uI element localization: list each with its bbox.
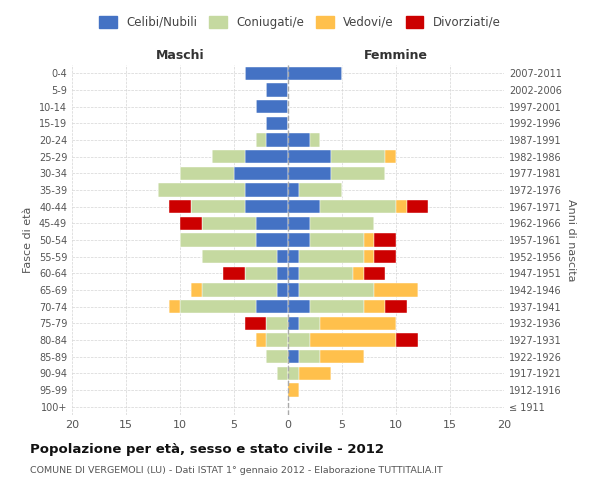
Bar — [299, 250, 364, 264]
Bar — [202, 216, 256, 230]
Bar — [288, 334, 310, 346]
Bar — [180, 166, 234, 180]
Bar — [364, 300, 385, 314]
Bar — [180, 234, 256, 246]
Bar — [277, 250, 288, 264]
Bar — [288, 300, 310, 314]
Bar — [299, 316, 320, 330]
Bar — [266, 134, 288, 146]
Bar — [202, 250, 277, 264]
Bar — [288, 216, 310, 230]
Bar — [169, 300, 180, 314]
Bar — [374, 250, 396, 264]
Bar — [288, 250, 299, 264]
Bar — [266, 334, 288, 346]
Bar — [169, 200, 191, 213]
Bar — [288, 350, 299, 364]
Bar — [320, 316, 396, 330]
Bar — [256, 234, 288, 246]
Bar — [191, 200, 245, 213]
Y-axis label: Anni di nascita: Anni di nascita — [566, 198, 575, 281]
Bar — [364, 266, 385, 280]
Bar — [234, 166, 288, 180]
Bar — [299, 350, 320, 364]
Bar — [245, 150, 288, 164]
Bar — [277, 284, 288, 296]
Bar — [288, 184, 299, 196]
Bar — [245, 200, 288, 213]
Bar — [374, 284, 418, 296]
Bar — [396, 200, 407, 213]
Y-axis label: Fasce di età: Fasce di età — [23, 207, 33, 273]
Bar — [288, 316, 299, 330]
Bar — [288, 384, 299, 396]
Legend: Celibi/Nubili, Coniugati/e, Vedovi/e, Divorziati/e: Celibi/Nubili, Coniugati/e, Vedovi/e, Di… — [95, 11, 505, 34]
Bar — [364, 250, 374, 264]
Bar — [331, 150, 385, 164]
Bar — [288, 284, 299, 296]
Bar — [288, 266, 299, 280]
Text: Maschi: Maschi — [155, 48, 205, 62]
Text: Femmine: Femmine — [364, 48, 428, 62]
Bar — [202, 284, 277, 296]
Text: COMUNE DI VERGEMOLI (LU) - Dati ISTAT 1° gennaio 2012 - Elaborazione TUTTITALIA.: COMUNE DI VERGEMOLI (LU) - Dati ISTAT 1°… — [30, 466, 443, 475]
Bar — [310, 134, 320, 146]
Bar — [288, 150, 331, 164]
Text: Popolazione per età, sesso e stato civile - 2012: Popolazione per età, sesso e stato civil… — [30, 442, 384, 456]
Bar — [266, 84, 288, 96]
Bar — [288, 166, 331, 180]
Bar — [245, 266, 277, 280]
Bar — [256, 100, 288, 114]
Bar — [364, 234, 374, 246]
Bar — [407, 200, 428, 213]
Bar — [277, 266, 288, 280]
Bar — [256, 134, 266, 146]
Bar — [288, 200, 320, 213]
Bar — [299, 366, 331, 380]
Bar — [288, 234, 310, 246]
Bar — [256, 216, 288, 230]
Bar — [288, 366, 299, 380]
Bar — [266, 116, 288, 130]
Bar — [180, 216, 202, 230]
Bar — [180, 300, 256, 314]
Bar — [212, 150, 245, 164]
Bar — [256, 300, 288, 314]
Bar — [385, 150, 396, 164]
Bar — [331, 166, 385, 180]
Bar — [299, 184, 342, 196]
Bar — [158, 184, 245, 196]
Bar — [299, 266, 353, 280]
Bar — [310, 334, 396, 346]
Bar — [256, 334, 266, 346]
Bar — [245, 66, 288, 80]
Bar — [353, 266, 364, 280]
Bar — [191, 284, 202, 296]
Bar — [310, 234, 364, 246]
Bar — [266, 316, 288, 330]
Bar — [320, 350, 364, 364]
Bar — [223, 266, 245, 280]
Bar — [320, 200, 396, 213]
Bar — [310, 216, 374, 230]
Bar — [245, 316, 266, 330]
Bar — [245, 184, 288, 196]
Bar — [310, 300, 364, 314]
Bar — [288, 66, 342, 80]
Bar — [385, 300, 407, 314]
Bar — [374, 234, 396, 246]
Bar — [288, 134, 310, 146]
Bar — [266, 350, 288, 364]
Bar — [277, 366, 288, 380]
Bar — [396, 334, 418, 346]
Bar — [299, 284, 374, 296]
